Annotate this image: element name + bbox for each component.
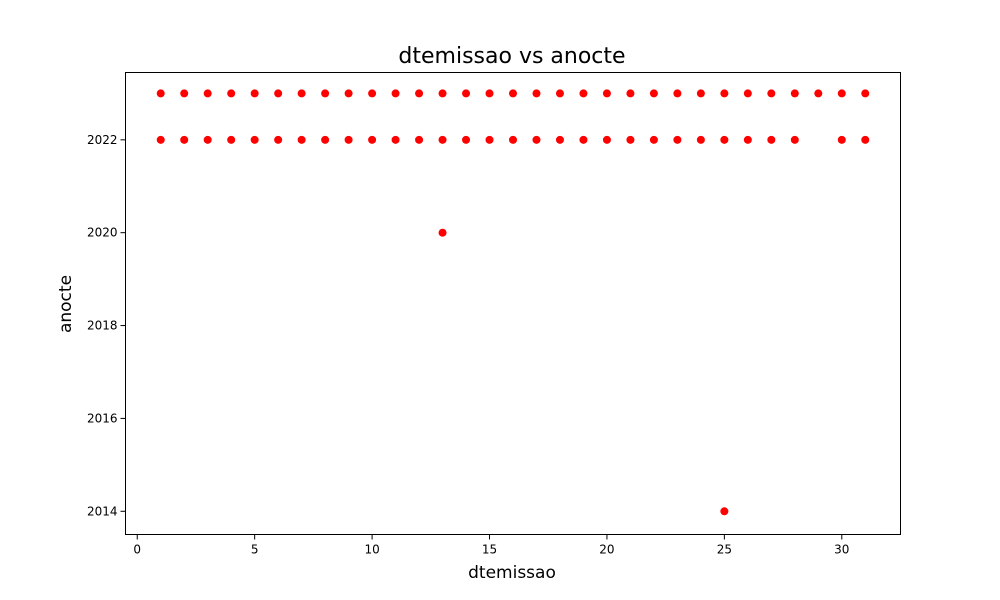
data-point bbox=[438, 135, 447, 144]
data-point bbox=[485, 135, 494, 144]
data-point bbox=[180, 135, 189, 144]
data-point bbox=[649, 135, 658, 144]
y-tick-label: 2020 bbox=[87, 226, 118, 240]
data-point bbox=[696, 135, 705, 144]
data-point bbox=[767, 135, 776, 144]
data-point bbox=[462, 135, 471, 144]
data-point bbox=[626, 135, 635, 144]
data-point bbox=[250, 89, 259, 98]
y-axis-label: anocte bbox=[56, 275, 76, 333]
data-point bbox=[767, 89, 776, 98]
data-point bbox=[555, 89, 564, 98]
data-point bbox=[156, 89, 165, 98]
data-point bbox=[602, 135, 611, 144]
data-point bbox=[509, 135, 517, 144]
data-point bbox=[696, 89, 705, 98]
x-tick-label: 20 bbox=[599, 543, 614, 557]
x-tick-label: 0 bbox=[133, 543, 141, 557]
x-tick-label: 10 bbox=[364, 543, 379, 557]
data-point bbox=[297, 135, 306, 144]
plot-frame bbox=[125, 72, 901, 535]
y-axis: 2014 2016 2018 2020 2022 bbox=[87, 133, 126, 518]
data-point bbox=[861, 135, 870, 144]
data-point bbox=[391, 135, 400, 144]
data-point bbox=[720, 89, 729, 98]
data-point bbox=[344, 89, 353, 98]
data-point bbox=[743, 89, 752, 98]
data-point bbox=[579, 135, 588, 144]
x-tick-label: 15 bbox=[482, 543, 497, 557]
data-point bbox=[743, 135, 752, 144]
data-point bbox=[673, 135, 682, 144]
data-points bbox=[156, 89, 870, 516]
data-point bbox=[579, 89, 588, 98]
y-tick-label: 2016 bbox=[87, 411, 118, 425]
data-point bbox=[368, 135, 377, 144]
data-point bbox=[814, 89, 823, 98]
data-point bbox=[837, 89, 846, 98]
data-point bbox=[344, 135, 353, 144]
data-point bbox=[673, 89, 682, 98]
data-point bbox=[415, 89, 424, 98]
data-point bbox=[274, 135, 283, 144]
data-point bbox=[297, 89, 306, 98]
x-tick-label: 5 bbox=[251, 543, 259, 557]
data-point bbox=[203, 89, 212, 98]
data-point bbox=[626, 89, 635, 98]
data-point bbox=[602, 89, 611, 98]
data-point bbox=[415, 135, 424, 144]
y-tick-label: 2022 bbox=[87, 133, 118, 147]
data-point bbox=[555, 135, 564, 144]
data-point bbox=[485, 89, 494, 98]
x-axis: 0 5 10 15 20 25 30 bbox=[133, 534, 849, 557]
data-point bbox=[837, 135, 846, 144]
data-point bbox=[391, 89, 400, 98]
data-point bbox=[462, 89, 471, 98]
data-point bbox=[438, 89, 447, 98]
data-point bbox=[321, 135, 330, 144]
chart-title: dtemissao vs anocte bbox=[398, 44, 625, 69]
data-point bbox=[720, 507, 729, 516]
data-point bbox=[509, 89, 517, 98]
data-point bbox=[227, 135, 236, 144]
data-point bbox=[368, 89, 377, 98]
data-point bbox=[720, 135, 729, 144]
x-axis-label: dtemissao bbox=[468, 563, 556, 583]
data-point bbox=[438, 228, 447, 237]
data-point bbox=[321, 89, 330, 98]
data-point bbox=[532, 135, 541, 144]
data-point bbox=[156, 135, 165, 144]
data-point bbox=[861, 89, 870, 98]
data-point bbox=[227, 89, 236, 98]
data-point bbox=[790, 89, 799, 98]
data-point bbox=[180, 89, 189, 98]
data-point bbox=[790, 135, 799, 144]
data-point bbox=[250, 135, 259, 144]
data-point bbox=[532, 89, 541, 98]
data-point bbox=[274, 89, 283, 98]
plot-area bbox=[125, 72, 901, 535]
x-tick-label: 30 bbox=[834, 543, 849, 557]
y-tick-label: 2018 bbox=[87, 319, 118, 333]
y-tick-label: 2014 bbox=[87, 504, 118, 518]
data-point bbox=[649, 89, 658, 98]
data-point bbox=[203, 135, 212, 144]
x-tick-label: 25 bbox=[717, 543, 732, 557]
